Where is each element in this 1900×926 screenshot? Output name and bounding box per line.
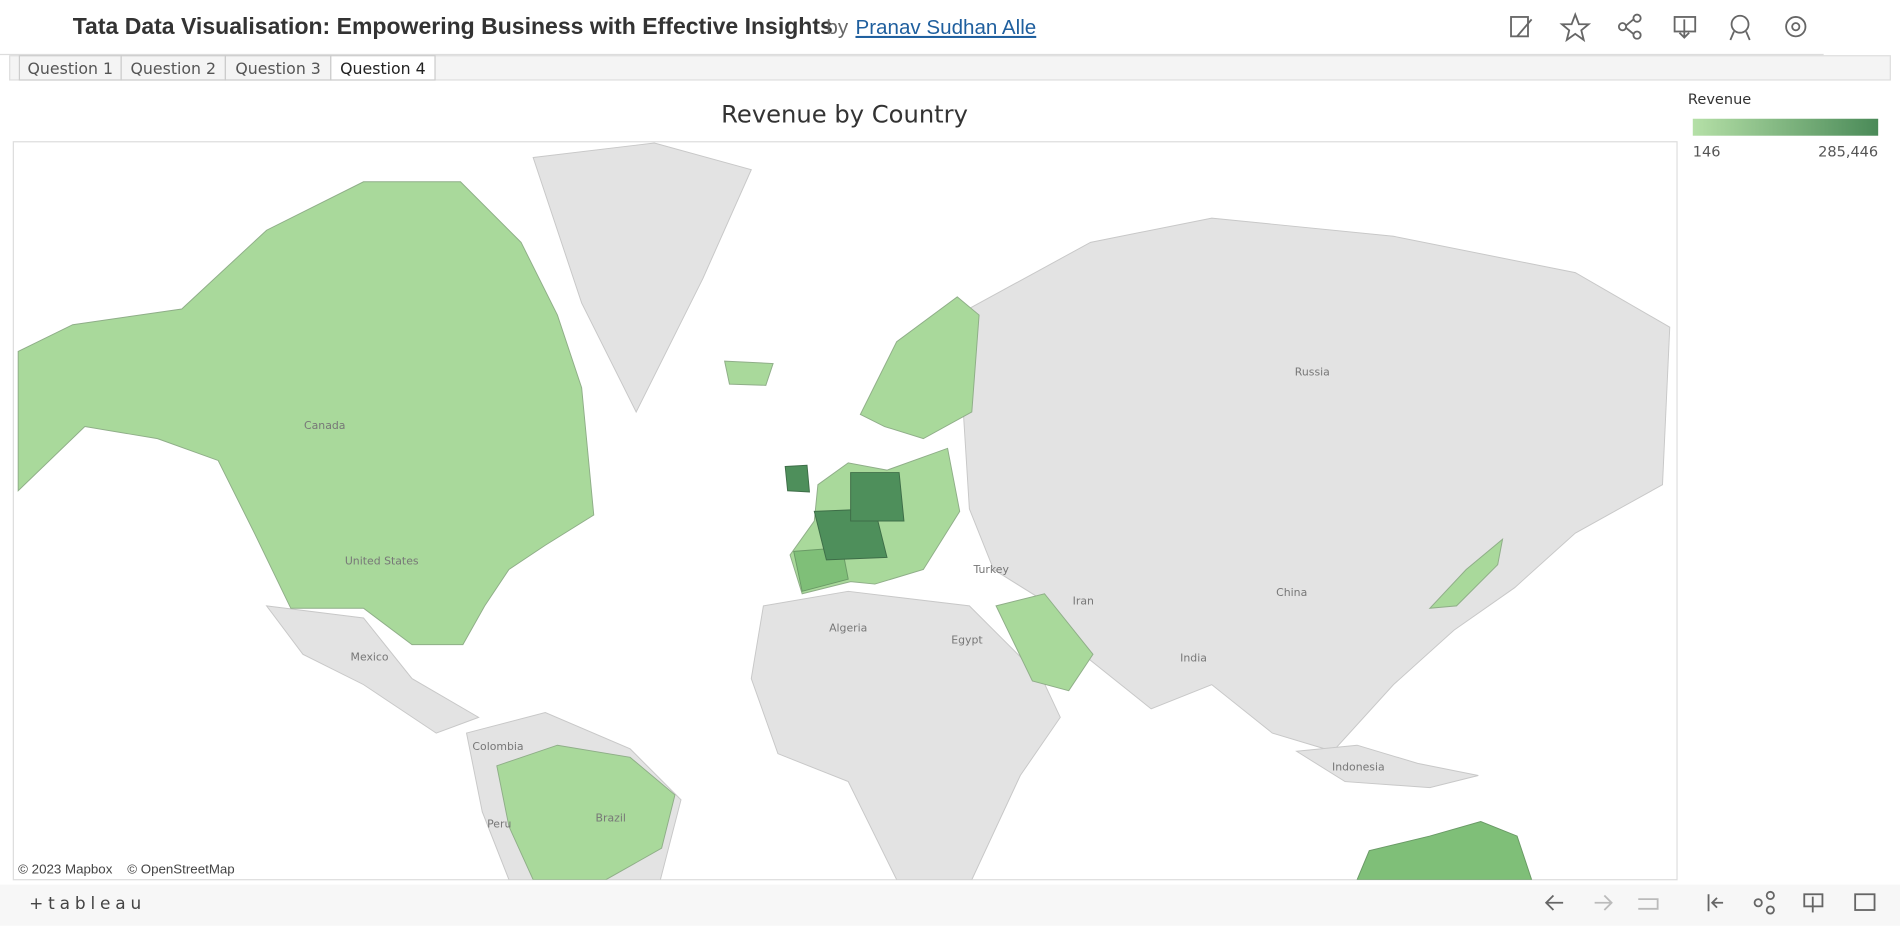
tab[interactable] xyxy=(224,55,332,81)
share-button[interactable] xyxy=(1617,13,1642,40)
tabs: Question 1 Question 2 Question 3 Question 4 xyxy=(18,55,436,81)
country-label: Indonesia xyxy=(1332,761,1385,774)
legend-max: 285,446 xyxy=(1818,144,1878,160)
by-text: by xyxy=(826,16,848,39)
legend-title: Revenue xyxy=(1688,92,1751,108)
tab-label[interactable]: Question 1 xyxy=(28,59,113,78)
saudi-arabia xyxy=(995,593,1094,692)
indonesia xyxy=(1295,744,1479,789)
country-label: Colombia xyxy=(472,740,523,753)
toolbar-icons xyxy=(1510,11,1807,43)
country-label: Algeria xyxy=(829,621,867,634)
legend-min: 146 xyxy=(1693,144,1721,160)
attribution[interactable]: © 2023 Mapbox xyxy=(18,862,113,877)
japan xyxy=(1428,537,1504,609)
logo-text: +tableau xyxy=(29,893,146,913)
germany-benelux xyxy=(850,472,905,522)
tab-label[interactable]: Question 3 xyxy=(235,59,320,78)
country-label: Canada xyxy=(304,419,345,432)
country-label: Peru xyxy=(487,818,511,831)
map-labels: Russia Canada United States Mexico Colombia P… xyxy=(304,366,1385,831)
fullscreen-button[interactable] xyxy=(1854,893,1876,911)
tableau-logo[interactable]: +tableau xyxy=(29,893,146,913)
map-title: Revenue by Country xyxy=(721,100,968,128)
first-button[interactable] xyxy=(1707,894,1724,912)
country-label: China xyxy=(1276,586,1307,599)
map-shapes xyxy=(17,142,1671,880)
tab-label[interactable]: Question 4 xyxy=(340,59,425,78)
australia xyxy=(1356,821,1533,880)
legend-ramp xyxy=(1692,118,1879,136)
footer-controls xyxy=(1544,890,1876,915)
favorite-button[interactable] xyxy=(1559,11,1592,43)
map: Russia Canada United States Mexico Colombia P… xyxy=(12,141,1678,881)
country-label: Brazil xyxy=(596,812,626,825)
author-link[interactable]: Pranav Sudhan Alle xyxy=(855,16,1036,39)
tab[interactable] xyxy=(330,55,436,81)
redo-button[interactable] xyxy=(1594,894,1613,911)
brazil xyxy=(496,744,676,880)
country-label: Egypt xyxy=(951,633,983,646)
country-label: Russia xyxy=(1295,366,1330,379)
attribution[interactable]: © OpenStreetMap xyxy=(127,862,235,877)
country-label: India xyxy=(1180,652,1207,665)
mexico-central-america xyxy=(265,605,480,734)
dashboard-title: Tata Data Visualisation: Empowering Busi… xyxy=(73,13,833,39)
share-button[interactable] xyxy=(1753,890,1775,915)
download-button[interactable] xyxy=(1673,16,1697,39)
footer xyxy=(0,884,1900,926)
metrics-button[interactable] xyxy=(1729,14,1751,41)
scandinavia xyxy=(859,296,980,440)
legend: Revenue 146 285,446 xyxy=(1688,92,1878,160)
tab-label[interactable]: Question 2 xyxy=(131,59,216,78)
country-label: Turkey xyxy=(972,563,1009,576)
iceland xyxy=(724,360,774,386)
download-button[interactable] xyxy=(1803,893,1824,913)
edit-button[interactable] xyxy=(1510,16,1533,38)
north-america xyxy=(17,181,595,646)
africa xyxy=(750,590,1061,880)
greenland xyxy=(532,142,752,414)
revert-button[interactable] xyxy=(1638,898,1659,910)
country-label: Iran xyxy=(1073,595,1094,608)
country-label: United States xyxy=(345,555,419,568)
settings-button[interactable] xyxy=(1785,16,1807,38)
country-label: Mexico xyxy=(351,650,389,663)
undo-button[interactable] xyxy=(1544,894,1564,911)
ireland-uk xyxy=(784,464,810,493)
